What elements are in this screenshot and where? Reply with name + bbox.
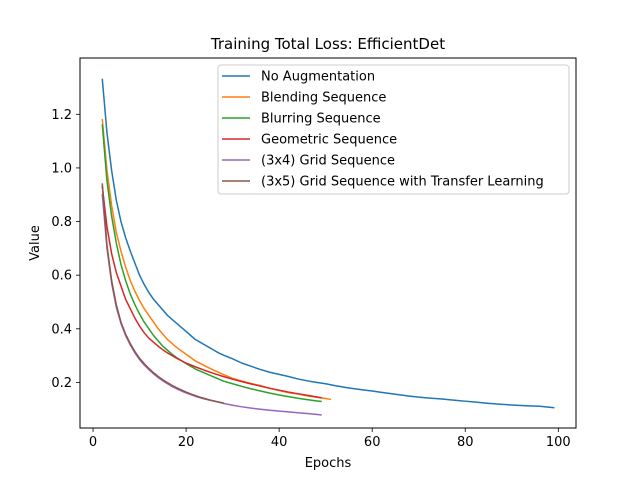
x-tick-label: 20 <box>178 435 195 450</box>
x-tick-label: 80 <box>457 435 474 450</box>
series-line-0 <box>101 78 555 409</box>
x-tick-label: 100 <box>546 435 571 450</box>
y-tick-label: 0.6 <box>51 269 72 284</box>
x-axis-label: Epochs <box>305 456 352 471</box>
legend-label-5: (3x5) Grid Sequence with Transfer Learni… <box>261 175 544 190</box>
legend: No Augmentation Blending Sequence Blurring… <box>217 64 570 195</box>
legend-label-1: Blending Sequence <box>261 91 386 106</box>
y-tick-label: 1.0 <box>51 161 72 176</box>
series-layer <box>101 78 555 416</box>
legend-label-3: Geometric Sequence <box>261 133 397 148</box>
y-axis: 0.2 0.4 0.6 0.8 1.0 1.2 <box>51 108 80 391</box>
x-tick-label: 0 <box>89 435 97 450</box>
x-tick-label: 60 <box>364 435 381 450</box>
x-tick-label: 40 <box>271 435 288 450</box>
legend-label-0: No Augmentation <box>261 70 375 85</box>
y-tick-label: 0.4 <box>51 322 72 337</box>
y-tick-label: 1.2 <box>51 108 72 123</box>
x-axis: 0 20 40 60 80 100 <box>89 428 571 450</box>
y-tick-label: 0.8 <box>51 215 72 230</box>
legend-label-4: (3x4) Grid Sequence <box>261 154 395 169</box>
series-line-5 <box>101 183 225 404</box>
chart-title: Training Total Loss: EfficientDet <box>210 35 445 53</box>
legend-frame <box>217 64 570 195</box>
y-axis-label: Value <box>28 225 43 261</box>
series-line-3 <box>101 185 322 399</box>
legend-label-2: Blurring Sequence <box>261 112 381 127</box>
y-tick-label: 0.2 <box>51 376 72 391</box>
